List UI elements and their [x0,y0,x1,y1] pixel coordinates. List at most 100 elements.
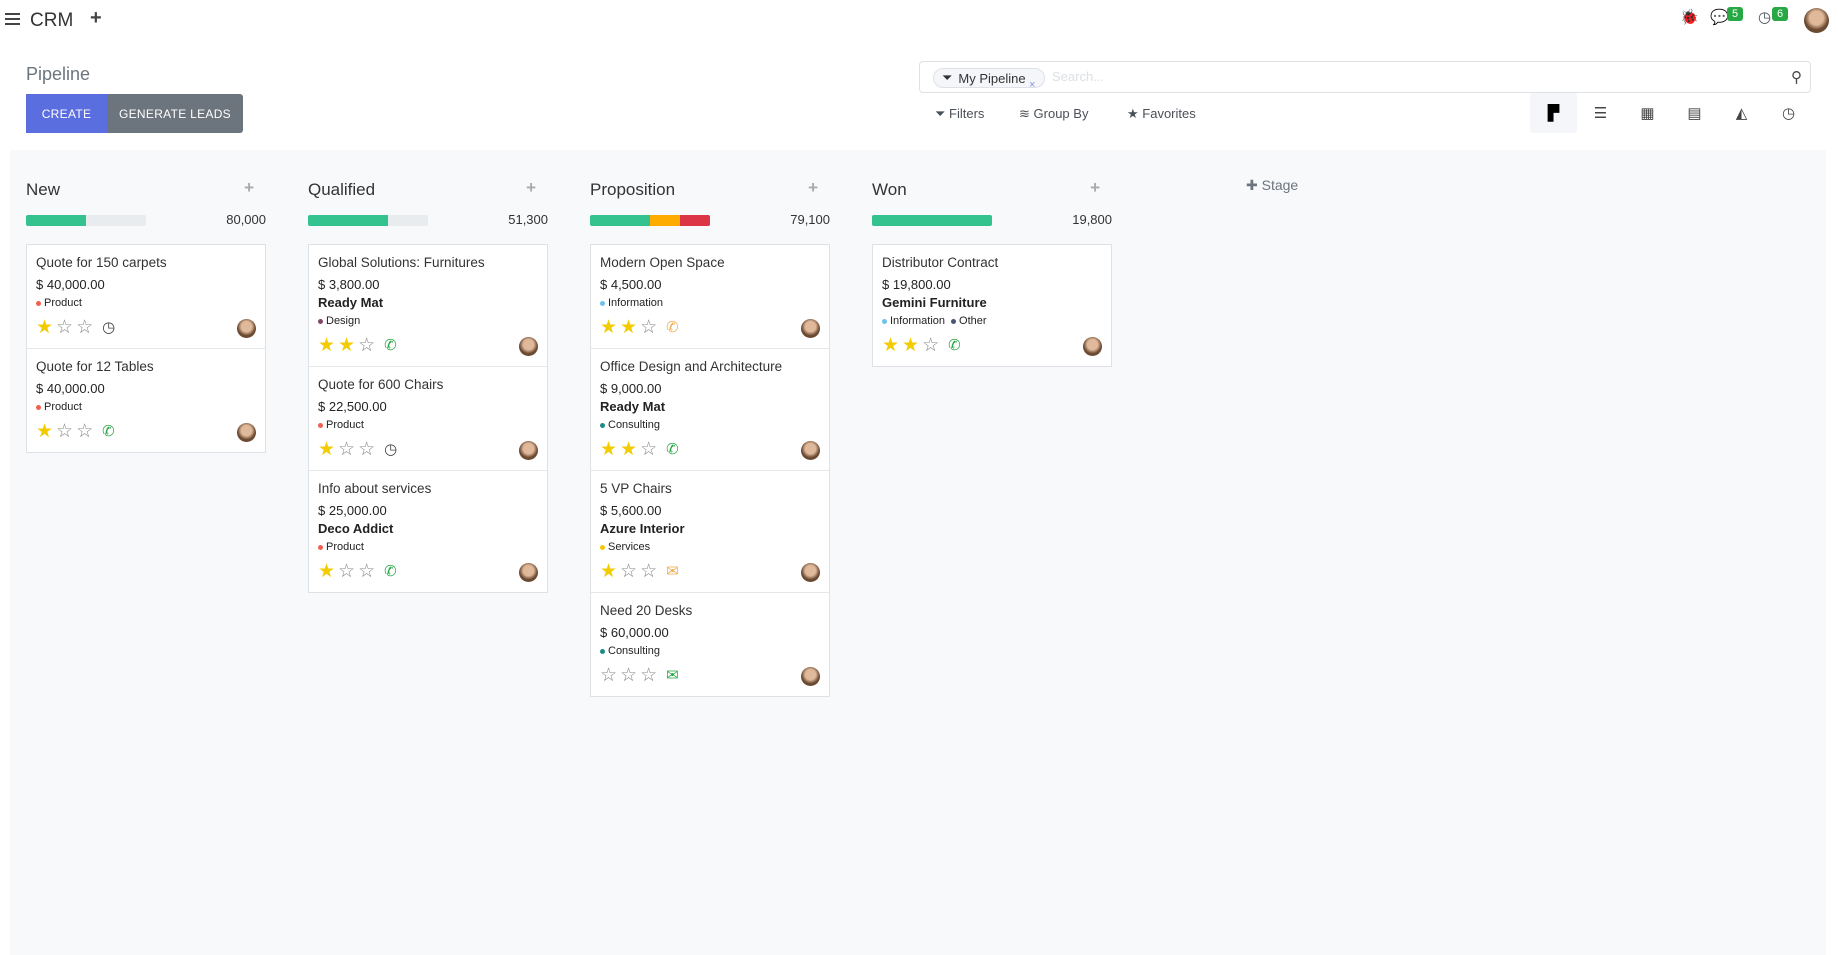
tag-label: Product [44,297,82,309]
priority-star-icon[interactable]: ☆ [640,438,658,460]
priority-star-icon[interactable]: ★ [338,334,356,356]
priority-star-icon[interactable]: ☆ [640,664,658,686]
clock-icon[interactable]: ◷ [384,441,398,458]
filter-icon: ⏷ [942,70,953,85]
generate-leads-button[interactable]: GENERATE LEADS [107,94,243,133]
priority-star-icon[interactable]: ☆ [338,560,356,582]
search-input[interactable]: Search... [1052,69,1105,84]
phone-icon[interactable]: ✆ [666,319,679,336]
kanban-card[interactable]: Office Design and Architecture $ 9,000.00… [591,349,829,471]
phone-icon[interactable]: ✆ [666,441,679,458]
new-tab-button[interactable]: + [90,7,102,29]
envelope-icon[interactable]: ✉ [666,667,679,684]
salesperson-avatar [237,423,256,442]
priority-star-icon[interactable]: ★ [600,316,618,338]
progress-red[interactable] [680,215,710,226]
card-company: Gemini Furniture [882,295,987,310]
debug-bug-icon[interactable]: 🐞 [1680,9,1699,26]
calendar-view-icon[interactable]: ▦ [1640,105,1655,122]
app-name[interactable]: CRM [30,10,74,31]
priority-star-icon[interactable]: ☆ [640,560,658,582]
priority-star-icon[interactable]: ☆ [922,334,940,356]
kanban-card[interactable]: Distributor Contract $ 19,800.00 Gemini Fu… [873,245,1111,366]
card-footer: ★ ☆ ☆ ✆ [318,558,538,584]
phone-icon[interactable]: ✆ [102,423,115,440]
kanban-card[interactable]: Need 20 Desks $ 60,000.00 Consulting ☆ ☆ ☆ ✉ [591,593,829,696]
priority-star-icon[interactable]: ★ [600,560,618,582]
priority-star-icon[interactable]: ★ [318,560,336,582]
priority-star-icon[interactable]: ★ [882,334,900,356]
priority-star-icon[interactable]: ☆ [76,420,94,442]
filters-button[interactable]: ⏷ Filters [935,106,984,122]
messages-icon[interactable]: 💬 [1710,9,1729,26]
priority-star-icon[interactable]: ★ [36,420,54,442]
list-view-icon[interactable]: ☰ [1593,105,1608,122]
kanban-card[interactable]: Global Solutions: Furnitures $ 3,800.00 Re… [309,245,547,367]
quick-create-icon[interactable]: + [244,178,254,197]
column-progress-bar[interactable] [308,215,428,226]
hamburger-menu-icon[interactable] [5,13,20,25]
priority-star-icon[interactable]: ★ [620,438,638,460]
priority-star-icon[interactable]: ★ [318,438,336,460]
pivot-view-icon[interactable]: ▤ [1687,105,1702,122]
favorites-button[interactable]: ★ Favorites [1127,106,1196,122]
priority-star-icon[interactable]: ☆ [56,316,74,338]
create-button[interactable]: CREATE [26,94,107,133]
priority-star-icon[interactable]: ☆ [620,560,638,582]
phone-icon[interactable]: ✆ [384,337,397,354]
progress-green[interactable] [872,215,992,226]
quick-create-icon[interactable]: + [1090,178,1100,197]
group-by-button[interactable]: ≋ Group By [1019,106,1088,122]
progress-green[interactable] [308,215,389,226]
kanban-view-icon[interactable]: ▛ [1530,93,1577,133]
column-progress-bar[interactable] [872,215,992,226]
card-revenue: $ 22,500.00 [318,399,387,414]
envelope-icon[interactable]: ✉ [666,563,679,580]
activities-clock-icon[interactable]: ◷ [1758,9,1772,26]
kanban-card[interactable]: Quote for 600 Chairs $ 22,500.00 Product ★ ☆… [309,367,547,471]
phone-icon[interactable]: ✆ [948,337,961,354]
search-bar[interactable]: ⏷ My Pipeline × Search... ⚲ [919,61,1811,93]
quick-create-icon[interactable]: + [808,178,818,197]
column-title[interactable]: Qualified [308,180,376,199]
priority-star-icon[interactable]: ☆ [76,316,94,338]
clock-icon[interactable]: ◷ [102,319,116,336]
priority-star-icon[interactable]: ☆ [358,438,376,460]
phone-icon[interactable]: ✆ [384,563,397,580]
kanban-card[interactable]: 5 VP Chairs $ 5,600.00 Azure Interior Servi… [591,471,829,593]
facet-remove-icon[interactable]: × [1029,79,1036,91]
column-progress-bar[interactable] [26,215,146,226]
kanban-card[interactable]: Info about services $ 25,000.00 Deco Addic… [309,471,547,592]
search-facet[interactable]: ⏷ My Pipeline [933,68,1045,88]
priority-star-icon[interactable]: ★ [620,316,638,338]
priority-star-icon[interactable]: ★ [318,334,336,356]
priority-star-icon[interactable]: ★ [600,438,618,460]
kanban-card[interactable]: Modern Open Space $ 4,500.00 Information ★ ★… [591,245,829,349]
progress-green[interactable] [590,215,650,226]
card-title: Quote for 12 Tables [36,359,154,374]
quick-create-icon[interactable]: + [526,178,536,197]
add-stage-button[interactable]: ✚ Stage [1246,177,1299,193]
priority-star-icon[interactable]: ☆ [620,664,638,686]
progress-orange[interactable] [650,215,680,226]
priority-star-icon[interactable]: ☆ [600,664,618,686]
priority-star-icon[interactable]: ★ [36,316,54,338]
priority-star-icon[interactable]: ☆ [56,420,74,442]
search-icon[interactable]: ⚲ [1791,69,1802,86]
column-title[interactable]: Won [872,180,907,199]
column-title[interactable]: New [26,180,61,199]
column-title[interactable]: Proposition [590,180,676,199]
priority-star-icon[interactable]: ☆ [358,334,376,356]
priority-star-icon[interactable]: ☆ [358,560,376,582]
user-avatar[interactable] [1804,8,1829,33]
graph-view-icon[interactable]: ◭ [1735,105,1748,122]
priority-star-icon[interactable]: ★ [902,334,920,356]
tag: Consulting [600,642,660,660]
priority-star-icon[interactable]: ☆ [338,438,356,460]
column-progress-bar[interactable] [590,215,710,226]
kanban-card[interactable]: Quote for 150 carpets $ 40,000.00 Product ★… [27,245,265,349]
kanban-card[interactable]: Quote for 12 Tables $ 40,000.00 Product ★ ☆ ☆… [27,349,265,452]
progress-green[interactable] [26,215,86,226]
priority-star-icon[interactable]: ☆ [640,316,658,338]
activity-view-icon[interactable]: ◷ [1781,105,1796,122]
